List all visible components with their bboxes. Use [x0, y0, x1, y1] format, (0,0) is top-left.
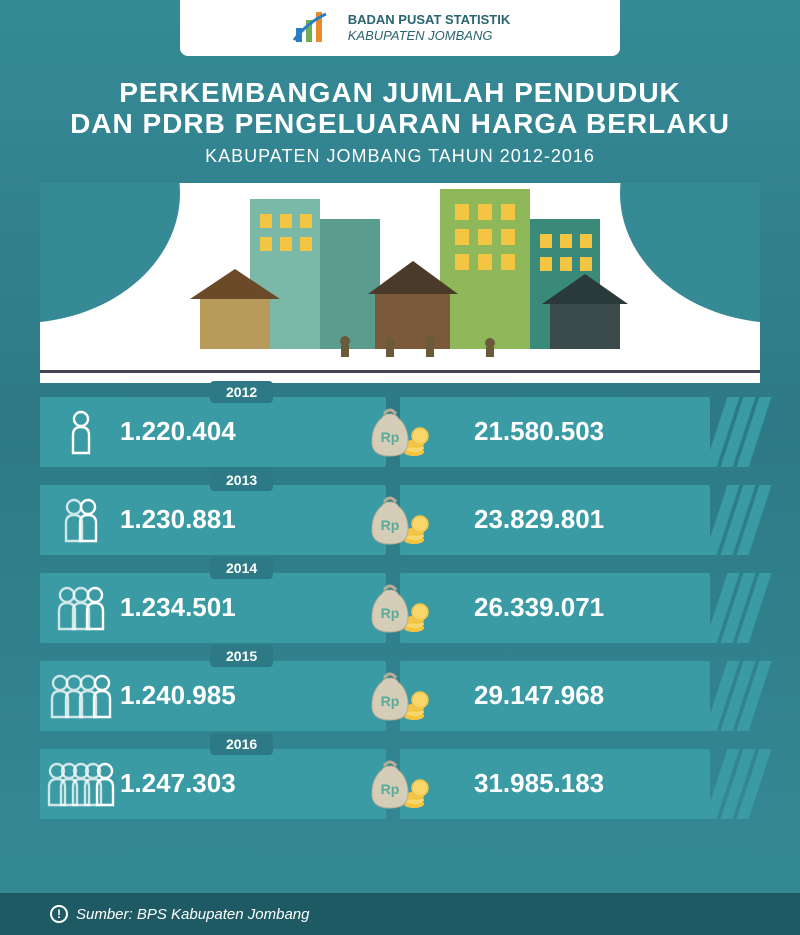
- gdp-value: 29.147.968: [474, 680, 604, 711]
- gdp-bar: 21.580.503: [400, 397, 710, 467]
- org-name: BADAN PUSAT STATISTIK KABUPATEN JOMBANG: [348, 12, 511, 43]
- population-value: 1.234.501: [120, 592, 236, 623]
- gdp-value: 26.339.071: [474, 592, 604, 623]
- gdp-bar: 29.147.968: [400, 661, 710, 731]
- stripe-decoration-icon: [716, 485, 760, 555]
- gdp-value: 31.985.183: [474, 768, 604, 799]
- people-icon: [46, 495, 116, 545]
- title-main-1: PERKEMBANGAN JUMLAH PENDUDUK: [40, 78, 760, 109]
- gdp-bar: 31.985.183: [400, 749, 710, 819]
- buildings-icon: [120, 183, 680, 369]
- svg-text:Rp: Rp: [381, 605, 400, 621]
- info-icon: !: [50, 905, 68, 923]
- gdp-value: 21.580.503: [474, 416, 604, 447]
- city-illustration: [40, 183, 760, 383]
- data-row: 2016 1.247.303 31.985.183 Rp: [40, 749, 760, 819]
- source-label: Sumber: BPS Kabupaten Jombang: [76, 906, 309, 923]
- year-tab: 2012: [210, 381, 273, 403]
- header-band: BADAN PUSAT STATISTIK KABUPATEN JOMBANG: [180, 0, 620, 56]
- money-bag-icon: Rp: [364, 492, 430, 548]
- people-icon: [46, 583, 116, 633]
- data-rows: 2012 1.220.404 21.580.503 Rp 2013 1.230.…: [0, 397, 800, 819]
- infographic-page: BADAN PUSAT STATISTIK KABUPATEN JOMBANG …: [0, 0, 800, 935]
- population-value: 1.230.881: [120, 504, 236, 535]
- people-icon: [46, 407, 116, 457]
- year-tab: 2015: [210, 645, 273, 667]
- money-bag-icon: Rp: [364, 756, 430, 812]
- svg-text:Rp: Rp: [381, 693, 400, 709]
- svg-text:Rp: Rp: [381, 517, 400, 533]
- money-bag-icon: Rp: [364, 404, 430, 460]
- title-block: PERKEMBANGAN JUMLAH PENDUDUK DAN PDRB PE…: [0, 56, 800, 183]
- year-tab: 2013: [210, 469, 273, 491]
- year-tab: 2016: [210, 733, 273, 755]
- money-bag-icon: Rp: [364, 668, 430, 724]
- org-line2: KABUPATEN JOMBANG: [348, 28, 511, 44]
- population-value: 1.240.985: [120, 680, 236, 711]
- data-row: 2012 1.220.404 21.580.503 Rp: [40, 397, 760, 467]
- population-value: 1.220.404: [120, 416, 236, 447]
- stripe-decoration-icon: [716, 749, 760, 819]
- gdp-bar: 26.339.071: [400, 573, 710, 643]
- gdp-bar: 23.829.801: [400, 485, 710, 555]
- year-tab: 2014: [210, 557, 273, 579]
- stripe-decoration-icon: [716, 397, 760, 467]
- data-row: 2013 1.230.881 23.829.801 Rp: [40, 485, 760, 555]
- population-value: 1.247.303: [120, 768, 236, 799]
- data-row: 2015 1.240.985 29.147.968 Rp: [40, 661, 760, 731]
- gdp-value: 23.829.801: [474, 504, 604, 535]
- title-sub: KABUPATEN JOMBANG TAHUN 2012-2016: [40, 146, 760, 167]
- svg-text:Rp: Rp: [381, 781, 400, 797]
- people-icon: [46, 671, 116, 721]
- data-row: 2014 1.234.501 26.339.071 Rp: [40, 573, 760, 643]
- org-line1: BADAN PUSAT STATISTIK: [348, 12, 511, 28]
- people-icon: [46, 759, 116, 809]
- money-bag-icon: Rp: [364, 580, 430, 636]
- footer: ! Sumber: BPS Kabupaten Jombang: [0, 893, 800, 935]
- title-main-2: DAN PDRB PENGELUARAN HARGA BERLAKU: [40, 109, 760, 140]
- stripe-decoration-icon: [716, 573, 760, 643]
- ground-line-icon: [40, 370, 760, 373]
- svg-text:Rp: Rp: [381, 429, 400, 445]
- stripe-decoration-icon: [716, 661, 760, 731]
- bps-logo-icon: [290, 10, 338, 46]
